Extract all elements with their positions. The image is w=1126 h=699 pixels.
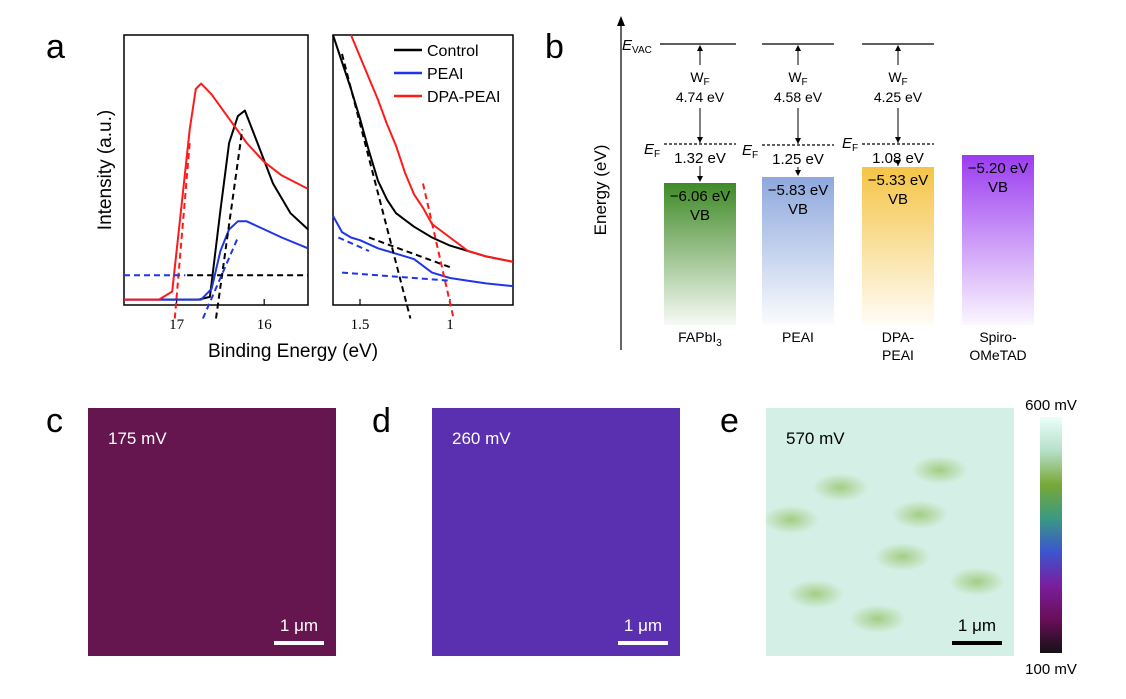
material-name: PEAI xyxy=(782,329,814,345)
fit-onset-control xyxy=(215,129,244,319)
x-tick-label: 1.5 xyxy=(351,317,370,333)
texture-patch xyxy=(762,505,819,534)
panel-label-c: c xyxy=(46,402,63,440)
arrow-head xyxy=(895,45,901,51)
wf-label: WF xyxy=(788,69,807,88)
energy-axis-arrow xyxy=(617,16,625,26)
plot-left: 17 16 xyxy=(124,82,309,333)
plot-frame-right xyxy=(332,34,514,306)
arrow-head xyxy=(795,45,801,51)
legend-label-dpa-peai: DPA-PEAI xyxy=(427,89,501,106)
colorbar-min-label: 100 mV xyxy=(1025,661,1077,678)
colorbar xyxy=(1040,417,1062,653)
kpfm-map-c xyxy=(88,408,336,656)
texture-patch xyxy=(849,604,906,633)
legend-label-peai: PEAI xyxy=(427,66,463,83)
panel-label-d: d xyxy=(372,402,391,440)
fit-baseline-control xyxy=(368,236,451,269)
vb-bar-2 xyxy=(862,167,934,325)
vb-label: VB xyxy=(888,191,908,208)
map-potential-label: 175 mV xyxy=(108,429,167,448)
arrow-head xyxy=(697,45,703,51)
fit-edge-control xyxy=(341,53,412,319)
wf-value: 4.74 eV xyxy=(676,89,725,105)
panel-label-e: e xyxy=(720,402,739,440)
vb-value: −5.83 eV xyxy=(768,182,828,199)
y-axis-label: Intensity (a.u.) xyxy=(95,110,116,230)
arrow-head xyxy=(697,137,703,143)
vb-value: −5.33 eV xyxy=(868,172,928,189)
scale-bar-label: 1 μm xyxy=(280,616,318,635)
legend-label-control: Control xyxy=(427,43,479,60)
vb-label: VB xyxy=(788,201,808,218)
x-axis-label: Binding Energy (eV) xyxy=(208,341,378,362)
vb-value: −5.20 eV xyxy=(968,160,1028,177)
texture-patch xyxy=(874,542,931,571)
panel-label-b: b xyxy=(545,28,564,66)
vb-bar-1 xyxy=(762,177,834,325)
series-line-control xyxy=(332,34,514,263)
texture-patch xyxy=(948,567,1005,596)
material-name-line2: OMeTAD xyxy=(969,347,1026,363)
ef-label: EF xyxy=(742,142,758,161)
texture-patch xyxy=(787,580,844,608)
ef-vb-gap: 1.08 eV xyxy=(872,150,924,167)
legend: Control PEAI DPA-PEAI xyxy=(394,43,501,106)
series-line-peai xyxy=(332,215,514,288)
kpfm-map-d xyxy=(432,408,680,656)
panel-label-a: a xyxy=(46,28,65,66)
material-name: DPA- xyxy=(882,329,915,345)
fit-edge-dpa-peai xyxy=(422,183,455,319)
plot-right: 1.5 1 xyxy=(332,34,514,333)
map-potential-label: 570 mV xyxy=(786,429,845,448)
evac-label: EVAC xyxy=(622,37,652,56)
wf-label: WF xyxy=(888,69,907,88)
fit-onset-dpa-peai xyxy=(173,142,191,319)
material-name: Spiro- xyxy=(979,329,1017,345)
fit-edge-peai xyxy=(337,236,370,252)
fit-baseline-peai xyxy=(341,271,451,282)
vb-label: VB xyxy=(988,179,1008,196)
x-tick-label: 17 xyxy=(169,317,185,333)
scale-bar-label: 1 μm xyxy=(624,616,662,635)
texture-patch xyxy=(911,456,968,484)
vb-bar-0 xyxy=(664,183,736,325)
wf-value: 4.25 eV xyxy=(874,89,923,105)
arrow-head xyxy=(895,137,901,143)
texture-patch xyxy=(891,500,948,529)
kpfm-maps: 175 mV 1 μm 260 mV 1 μm 570 mV 1 μm 600 mV 100 … xyxy=(88,397,1077,678)
fit-onset-peai xyxy=(201,237,239,319)
scale-bar-label: 1 μm xyxy=(958,616,996,635)
vb-label: VB xyxy=(690,207,710,224)
ef-vb-gap: 1.25 eV xyxy=(772,151,824,168)
vb-value: −6.06 eV xyxy=(670,188,730,205)
texture-patch xyxy=(812,473,869,502)
series-line-dpa-peai xyxy=(350,34,514,263)
colorbar-max-label: 600 mV xyxy=(1025,397,1077,414)
x-tick-label: 16 xyxy=(257,317,273,333)
map-potential-label: 260 mV xyxy=(452,429,511,448)
ef-label: EF xyxy=(644,141,660,160)
energy-axis-label: Energy (eV) xyxy=(591,145,610,236)
plot-frame-left xyxy=(123,34,309,306)
ef-vb-gap: 1.32 eV xyxy=(674,150,726,167)
arrow-head xyxy=(795,170,801,176)
material-name: FAPbI3 xyxy=(678,329,722,349)
material-name-line2: PEAI xyxy=(882,347,914,363)
arrow-head xyxy=(895,160,901,166)
wf-label: WF xyxy=(690,69,709,88)
vb-bar-3 xyxy=(962,155,1034,325)
series-line-dpa-peai xyxy=(124,82,309,301)
wf-value: 4.58 eV xyxy=(774,89,823,105)
x-tick-label: 1 xyxy=(446,317,454,333)
arrow-head xyxy=(697,176,703,182)
band-diagram: Energy (eV) EVAC −6.06 eVVBFAPbI3WF4.74 … xyxy=(591,16,1034,363)
ef-label: EF xyxy=(842,135,858,154)
arrow-head xyxy=(795,138,801,144)
